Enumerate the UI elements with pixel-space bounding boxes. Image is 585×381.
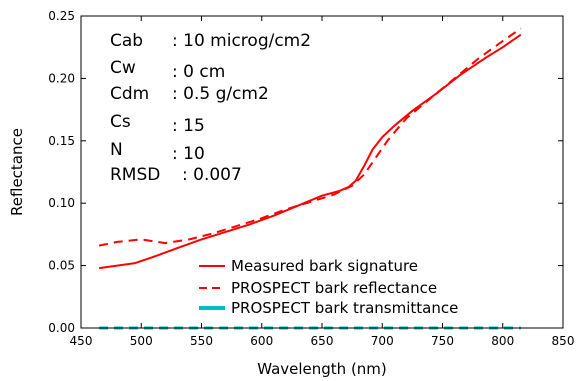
param-name: Cs (110, 112, 131, 132)
x-tick-label: 500 (130, 334, 153, 348)
series-line-2 (98, 27, 522, 247)
x-tick-label: 750 (431, 334, 454, 348)
param-name: Cw (110, 58, 136, 78)
param-value: : 10 (172, 144, 205, 164)
param-value: : 15 (172, 116, 205, 136)
parameter-annotations: Cab : 10 microg/cm2 Cw : 0 cm Cdm : 0.5 g/cm2… (110, 31, 311, 185)
x-tick-label: 550 (190, 334, 213, 348)
y-tick-label: 0.10 (48, 196, 75, 210)
legend: Measured bark signature PROSPECT bark ref… (199, 257, 458, 317)
x-tick-label: 650 (311, 334, 334, 348)
y-tick-label: 0.00 (48, 321, 75, 335)
legend-label: Measured bark signature (231, 257, 418, 275)
ticks-layer: 450 500 550 600 650 700 750 800 850 0.00 0.05 0.10 0… (48, 9, 574, 348)
x-axis-label: Wavelength (nm) (257, 360, 387, 378)
x-tick-label: 850 (552, 334, 575, 348)
x-tick-label: 450 (70, 334, 93, 348)
legend-label: PROSPECT bark reflectance (231, 279, 437, 297)
y-tick-label: 0.15 (48, 134, 75, 148)
x-tick-label: 700 (371, 334, 394, 348)
y-tick-label: 0.05 (48, 259, 75, 273)
param-name: RMSD (110, 165, 160, 185)
y-axis-label: Reflectance (8, 128, 26, 216)
param-name: Cab (110, 31, 143, 51)
series-line-1 (98, 33, 522, 270)
legend-label: PROSPECT bark transmittance (231, 299, 458, 317)
param-name: Cdm (110, 84, 149, 104)
x-tick-label: 800 (491, 334, 514, 348)
param-name: N (110, 140, 123, 160)
y-tick-label: 0.25 (48, 9, 75, 23)
x-tick-label: 600 (250, 334, 273, 348)
param-value: : 10 microg/cm2 (172, 31, 311, 51)
y-tick-label: 0.20 (48, 71, 75, 85)
param-value: : 0 cm (172, 62, 225, 82)
param-value: : 0.007 (182, 165, 242, 185)
param-value: : 0.5 g/cm2 (172, 84, 269, 104)
